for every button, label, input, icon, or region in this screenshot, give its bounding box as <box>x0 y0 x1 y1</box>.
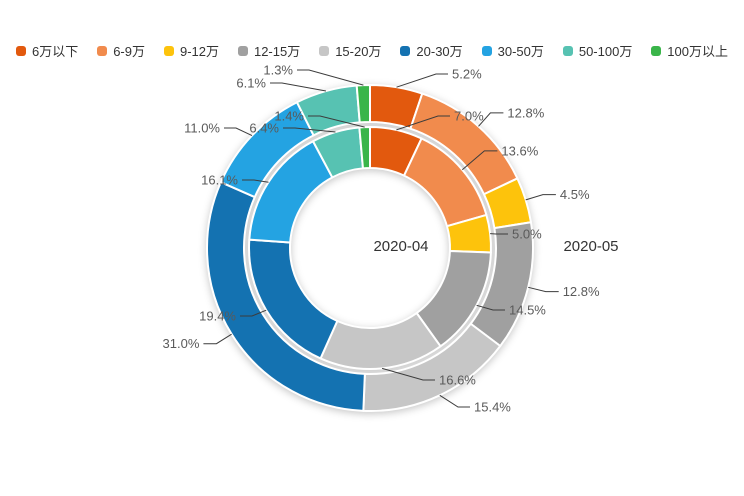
label-leader-line <box>224 127 253 137</box>
percent-label-2020-04-12-15万: 14.5% <box>509 303 546 318</box>
legend-item-2[interactable]: 9-12万 <box>163 41 219 60</box>
percent-label-2020-04-15-20万: 16.6% <box>439 373 476 388</box>
label-leader-line <box>396 115 450 131</box>
legend-marker-icon <box>163 45 174 56</box>
percent-label-2020-05-15-20万: 15.4% <box>474 400 511 415</box>
legend-item-0[interactable]: 6万以下 <box>16 41 78 60</box>
percent-label-2020-05-12-15万: 12.8% <box>563 284 600 299</box>
legend-item-7[interactable]: 50-100万 <box>562 41 633 60</box>
label-leader-line <box>439 394 470 408</box>
legend-item-6[interactable]: 30-50万 <box>481 41 544 60</box>
legend-item-label: 9-12万 <box>179 44 219 59</box>
label-leader-line <box>297 69 364 86</box>
legend-item-label: 12-15万 <box>253 44 301 59</box>
label-leader-line <box>270 82 327 92</box>
legend-item-label: 50-100万 <box>578 44 633 59</box>
label-leader-line <box>242 179 269 183</box>
percent-label-2020-05-20-30万: 31.0% <box>163 336 200 351</box>
legend-marker-icon <box>562 45 573 56</box>
legend-marker-icon <box>16 45 26 56</box>
legend-item-3[interactable]: 12-15万 <box>237 41 301 60</box>
legend-item-1[interactable]: 6-9万 <box>97 41 145 60</box>
percent-label-2020-05-100万以上: 1.3% <box>263 63 293 78</box>
percent-label-2020-04-50-100万: 6.4% <box>249 121 279 136</box>
legend-item-4[interactable]: 15-20万 <box>319 41 381 60</box>
label-leader-line <box>381 367 435 381</box>
percent-label-2020-05-6万以下: 5.2% <box>452 67 482 82</box>
legend-marker-icon <box>97 45 108 56</box>
labels-layer: 7.0% 13.6% 5.0% 14.5% 16.6% 19.4% 16.1% 6.4%1.4… <box>163 63 600 415</box>
label-leader-line <box>478 112 504 127</box>
label-leader-line <box>308 115 365 128</box>
legend-item-label: 6-9万 <box>113 44 145 59</box>
percent-label-2020-04-6万以下: 7.0% <box>454 109 484 124</box>
segment-2020-04-100万以上[interactable] <box>358 126 371 170</box>
legend-item-label: 20-30万 <box>416 44 463 59</box>
label-leader-line <box>525 194 556 201</box>
legend-marker-icon <box>400 45 411 56</box>
rings-layer <box>206 83 534 412</box>
outer-series-label: 2020-05 <box>563 238 618 255</box>
percent-label-2020-04-100万以上: 1.4% <box>274 109 304 124</box>
label-leader-line <box>203 333 232 345</box>
legend: 6万以下 6-9万 9-12万 12-15万 15-20万 20-30万 30-50万 50-… <box>0 41 744 60</box>
percent-label-2020-05-50-100万: 6.1% <box>236 76 266 91</box>
percent-label-2020-05-6-9万: 12.8% <box>507 105 544 120</box>
legend-marker-icon <box>319 45 330 56</box>
label-leader-line <box>396 73 448 88</box>
legend-item-label: 6万以下 <box>32 44 79 59</box>
legend-marker-icon <box>651 45 662 56</box>
label-leader-line <box>240 309 267 317</box>
segment-2020-04-15-20万[interactable] <box>319 312 442 370</box>
label-leader-line <box>476 304 505 311</box>
inner-series-label: 2020-04 <box>373 238 428 255</box>
segment-2020-05-100万以上[interactable] <box>355 83 371 124</box>
label-leader-line <box>528 286 559 293</box>
percent-label-2020-05-9-12万: 4.5% <box>560 187 590 202</box>
legend-marker-icon <box>237 45 248 56</box>
legend-item-8[interactable]: 100万以上 <box>651 41 728 60</box>
percent-label-2020-04-6-9万: 13.6% <box>501 143 538 158</box>
label-leader-line <box>461 150 498 171</box>
legend-item-label: 30-50万 <box>497 44 544 59</box>
percent-label-2020-04-30-50万: 16.1% <box>201 173 238 188</box>
percent-label-2020-05-30-50万: 11.0% <box>184 121 220 136</box>
label-leader-line <box>283 127 336 133</box>
percent-label-2020-04-9-12万: 5.0% <box>512 227 542 242</box>
legend-item-label: 15-20万 <box>335 44 382 59</box>
percent-label-2020-04-20-30万: 19.4% <box>199 309 236 324</box>
legend-marker-icon <box>481 45 492 56</box>
legend-item-5[interactable]: 20-30万 <box>400 41 463 60</box>
legend-item-label: 100万以上 <box>667 44 728 59</box>
